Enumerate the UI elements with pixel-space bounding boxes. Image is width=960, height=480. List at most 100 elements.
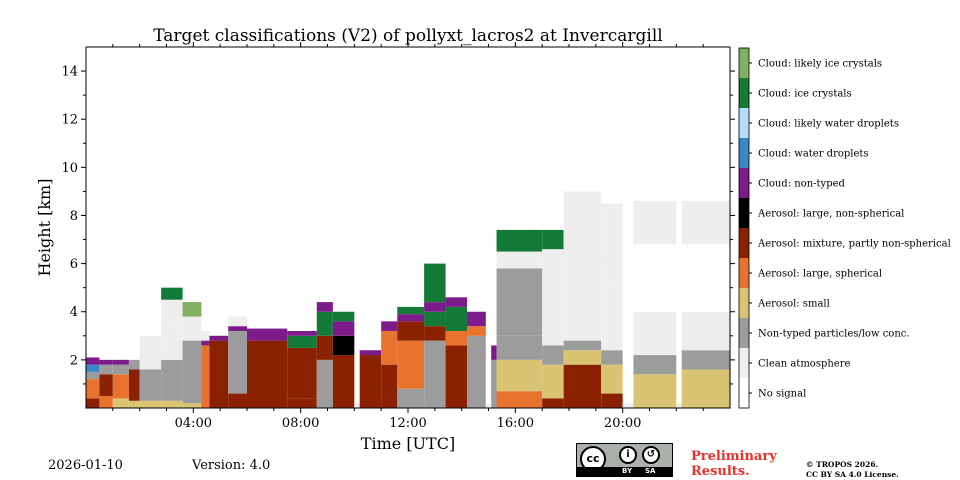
heatmap-cell-28-0: [633, 374, 677, 408]
heatmap-cell-14-0: [354, 403, 360, 408]
copyright-line-1: © TROPOS 2026.: [806, 460, 879, 469]
heatmap-cell-11-0: [287, 398, 317, 408]
x-tick-label: 08:00: [282, 416, 319, 431]
preliminary-line-2: Results.: [691, 464, 750, 479]
heatmap-cell-18-2: [424, 311, 446, 327]
heatmap-cell-24-1: [542, 364, 564, 399]
legend-label-3: Aerosol: small: [757, 299, 830, 310]
legend-swatch-3: [739, 288, 749, 318]
y-tick-label: 10: [61, 161, 78, 176]
x-tick-label: 20:00: [604, 416, 641, 431]
legend-swatch-5: [739, 228, 749, 258]
heatmap-cell-1-2: [99, 364, 113, 375]
legend-swatch-4: [739, 258, 749, 288]
legend-swatch-11: [739, 48, 749, 78]
heatmap-cell-25-2: [563, 340, 602, 351]
chart-title: Target classifications (V2) of pollyxt_l…: [153, 26, 663, 46]
legend-label-5: Aerosol: mixture, partly non-spherical: [757, 239, 951, 250]
heatmap-cell-23-0: [496, 391, 543, 408]
legend-swatch-2: [739, 318, 749, 348]
legend-swatch-1: [739, 348, 749, 378]
heatmap-cell-24-0: [542, 398, 564, 408]
heatmap-cell-28-3: [633, 201, 677, 245]
heatmap-cell-0-0: [86, 398, 100, 408]
y-tick-label: 4: [70, 305, 78, 320]
y-tick-label: 8: [70, 209, 78, 224]
heatmap-cell-3-0: [128, 400, 140, 408]
heatmap-cell-5-2: [161, 323, 183, 360]
heatmap-cell-25-3: [563, 263, 602, 341]
cc-license-badge: cc i ↺ BY SA: [576, 443, 673, 477]
x-tick-label: 16:00: [497, 416, 534, 431]
heatmap-cell-17-4: [397, 306, 425, 315]
share-alike-icon: ↺: [642, 446, 660, 464]
heatmap-cell-0-1: [86, 379, 100, 399]
data-layer: [86, 191, 730, 408]
y-tick-label: 14: [61, 65, 78, 80]
legend-label-0: No signal: [758, 389, 806, 400]
heatmap-cell-1-1: [99, 374, 113, 396]
legend-swatch-0: [739, 378, 749, 408]
heatmap-cell-19-1: [445, 330, 468, 346]
date-label: 2026-01-10: [48, 458, 123, 473]
axes-layer: 04:00 08:00 12:00 16:00 20:00 2 4 6 8 10 12 14 Time …: [35, 42, 735, 453]
legend-swatch-7: [739, 168, 749, 198]
heatmap-cell-24-4: [542, 229, 564, 250]
heatmap-cell-28-1: [633, 355, 677, 375]
x-tick-label: 04:00: [175, 416, 212, 431]
heatmap-cell-17-3: [397, 314, 425, 322]
heatmap-cell-28-2: [633, 311, 677, 356]
legend-label-8: Cloud: water droplets: [758, 149, 869, 160]
heatmap-cell-30-2: [681, 311, 730, 351]
heatmap-cell-20-1: [467, 326, 486, 336]
heatmap-cell-19-3: [445, 297, 468, 307]
heatmap-cell-29-0: [676, 403, 682, 408]
legend-label-9: Cloud: likely water droplets: [758, 119, 899, 130]
heatmap-cell-15-1: [359, 350, 382, 356]
heatmap-cell-16-1: [381, 330, 398, 365]
heatmap-cell-10-0: [247, 340, 288, 408]
heatmap-cell-25-4: [563, 191, 602, 264]
badge-sa-label: SA: [645, 467, 656, 475]
heatmap-cell-23-5: [496, 229, 543, 252]
heatmap-cell-23-2: [496, 335, 543, 360]
legend-label-2: Non-typed particles/low conc.: [758, 329, 910, 340]
heatmap-cell-13-1: [332, 335, 355, 356]
heatmap-cell-26-0: [601, 393, 623, 408]
heatmap-cell-7-2: [201, 330, 210, 341]
y-axis-label: Height [km]: [35, 179, 54, 277]
heatmap-cell-5-4: [161, 287, 183, 300]
heatmap-cell-17-0: [397, 388, 425, 408]
heatmap-cell-20-0: [467, 335, 486, 408]
heatmap-cell-4-1: [139, 369, 162, 401]
preliminary-line-1: Preliminary: [691, 449, 777, 464]
heatmap-cell-20-2: [467, 311, 486, 327]
heatmap-cell-16-2: [381, 321, 398, 331]
legend-swatch-6: [739, 198, 749, 228]
heatmap-cell-6-0: [182, 403, 202, 408]
heatmap-cell-2-2: [112, 364, 129, 375]
heatmap-cell-9-3: [228, 316, 247, 327]
legend-frame: [738, 47, 750, 409]
heatmap-cell-18-1: [424, 326, 446, 341]
heatmap-cell-23-4: [496, 251, 543, 269]
legend-label-7: Cloud: non-typed: [758, 179, 846, 190]
heatmap-cell-11-3: [287, 330, 317, 336]
heatmap-cell-26-4: [601, 203, 623, 288]
colorbar-legend: Cloud: likely ice crystals Cloud: ice cry…: [738, 47, 951, 409]
heatmap-cell-23-3: [496, 268, 543, 336]
preliminary-results-note: Preliminary Results.: [691, 449, 777, 479]
copyright-note: © TROPOS 2026. CC BY SA 4.0 License.: [806, 460, 899, 480]
heatmap-cell-13-0: [332, 355, 355, 408]
heatmap-cell-24-3: [542, 249, 564, 346]
x-axis-label: Time [UTC]: [361, 434, 455, 453]
legend-swatch-10: [739, 78, 749, 108]
heatmap-cell-6-1: [182, 340, 202, 404]
heatmap-cell-26-2: [601, 350, 623, 365]
heatmap-cell-19-0: [445, 345, 468, 408]
heatmap-cell-8-1: [209, 335, 229, 341]
heatmap-cell-11-2: [287, 335, 317, 348]
legend-label-11: Cloud: likely ice crystals: [758, 59, 882, 70]
heatmap-cell-9-2: [228, 326, 247, 331]
